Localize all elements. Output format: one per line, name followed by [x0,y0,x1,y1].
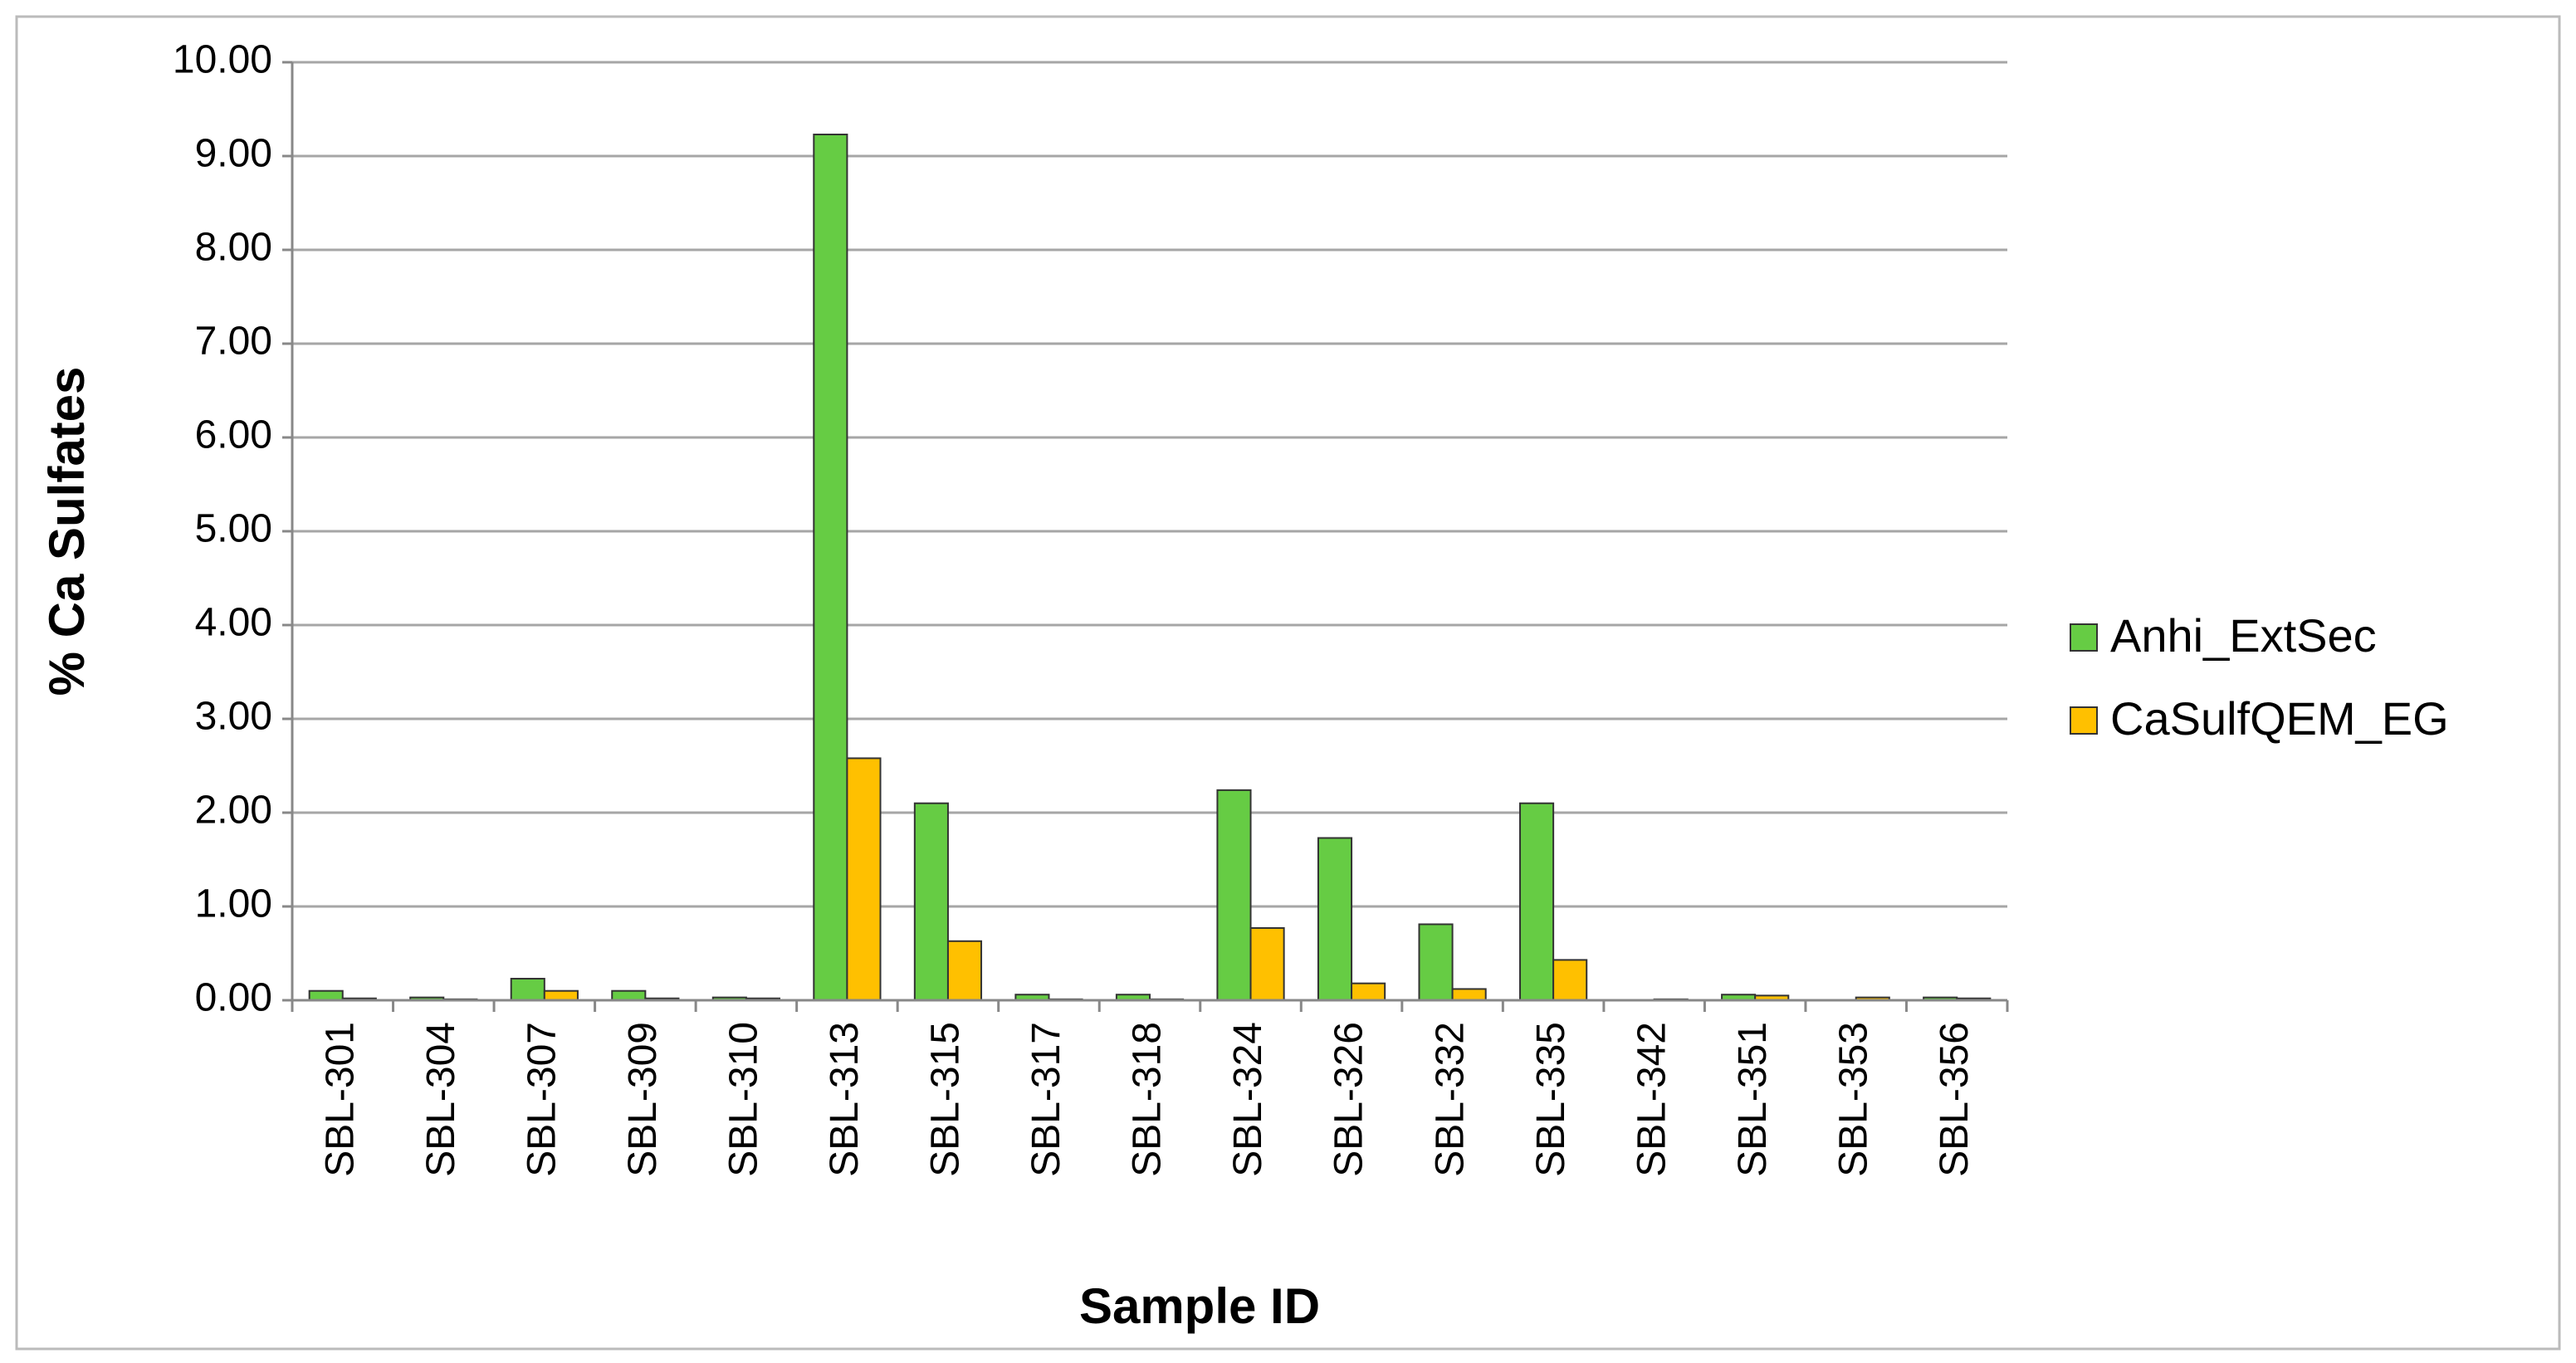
x-tick-label: SBL-317 [1024,1022,1068,1177]
y-tick-label: 1.00 [195,882,272,926]
bar [1552,959,1588,1002]
y-tick-label: 0.00 [195,976,272,1020]
x-tick-label: SBL-310 [722,1022,766,1177]
bar [913,802,949,1002]
bar [846,757,882,1002]
bar [1451,988,1487,1001]
legend-label: Anhi_ExtSec [2110,609,2377,662]
y-tick-label: 5.00 [195,507,272,551]
x-tick-label: SBL-313 [823,1022,867,1177]
legend-swatch [2070,706,2098,735]
y-tick-label: 4.00 [195,601,272,645]
bar [1317,837,1353,1002]
x-tick-label: SBL-351 [1731,1022,1775,1177]
x-tick-label: SBL-301 [318,1022,362,1177]
bar [813,134,848,1001]
x-axis-title: Sample ID [1079,1278,1320,1334]
bar [1351,982,1386,1002]
x-tick-label: SBL-324 [1226,1022,1270,1177]
x-tick-label: SBL-335 [1529,1022,1573,1177]
chart-border [15,15,2561,1351]
x-tick-label: SBL-315 [924,1022,968,1177]
y-tick-label: 9.00 [195,132,272,176]
bar [510,978,545,1002]
legend-label: CaSulfQEM_EG [2110,692,2449,745]
y-axis-title: % Ca Sulfates [39,367,95,696]
y-tick-label: 3.00 [195,695,272,739]
bar [1216,789,1252,1001]
bar [308,989,344,1001]
x-tick-label: SBL-304 [419,1022,463,1177]
bar [611,989,647,1001]
x-tick-label: SBL-326 [1327,1022,1371,1177]
x-tick-label: SBL-356 [1933,1022,1977,1177]
x-tick-label: SBL-353 [1831,1022,1875,1177]
y-tick-label: 8.00 [195,226,272,270]
x-tick-label: SBL-342 [1630,1022,1674,1177]
bar [1249,926,1285,1001]
bar [1519,802,1555,1002]
x-tick-label: SBL-318 [1126,1022,1170,1177]
bar [543,989,579,1001]
x-tick-label: SBL-309 [621,1022,665,1177]
y-tick-label: 2.00 [195,789,272,833]
bar [1418,923,1454,1001]
legend-swatch [2070,623,2098,652]
y-tick-label: 7.00 [195,320,272,364]
y-tick-label: 10.00 [173,38,272,82]
x-tick-label: SBL-332 [1428,1022,1472,1177]
x-tick-label: SBL-307 [520,1022,564,1177]
bar [946,940,983,1002]
y-tick-label: 6.00 [195,413,272,457]
